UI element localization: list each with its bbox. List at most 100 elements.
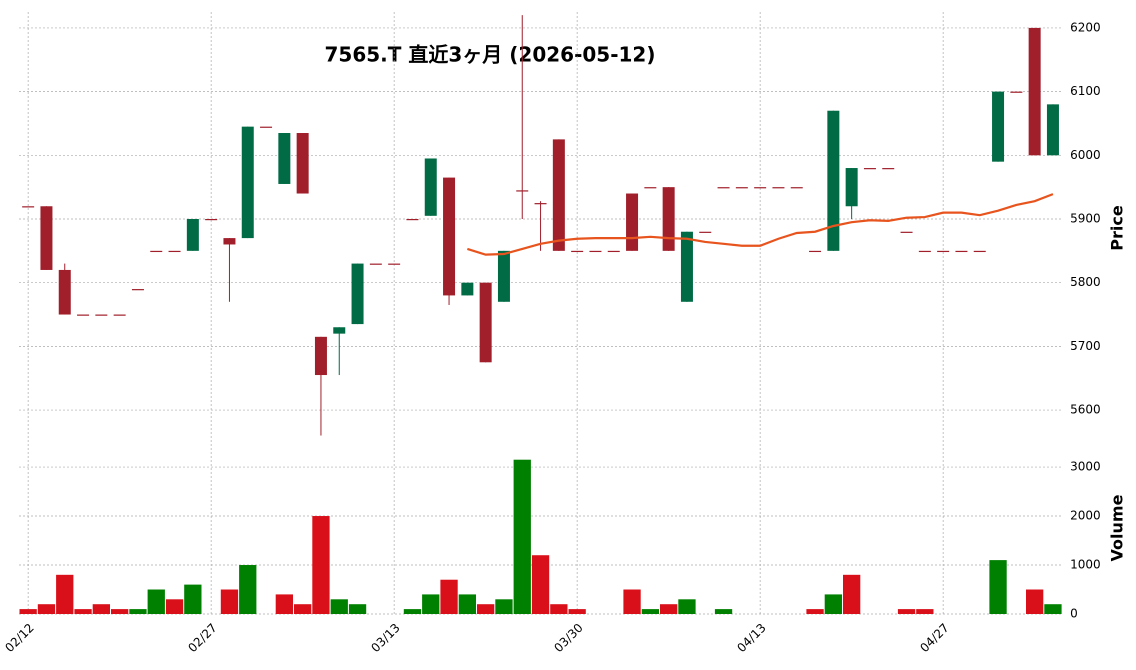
candle-body <box>186 218 199 251</box>
volume-bar <box>147 589 165 614</box>
volume-bar <box>184 584 202 614</box>
volume-bar <box>678 599 696 614</box>
candle-body <box>278 133 291 184</box>
volume-bar <box>294 604 312 614</box>
candle-body <box>150 250 163 253</box>
volume-bar <box>239 565 257 614</box>
candle-body <box>1028 27 1041 156</box>
candle-body <box>552 139 565 251</box>
candle-body <box>113 314 126 316</box>
candle-body <box>497 250 510 302</box>
chart-title: 7565.T 直近3ヶ月 (2026-05-12) <box>325 43 656 67</box>
volume-bar <box>843 574 861 614</box>
candle-body <box>918 250 931 253</box>
candle-body <box>644 187 657 189</box>
x-tick-label: 02/12 <box>2 621 36 655</box>
volume-bar <box>916 609 934 614</box>
volume-bar <box>275 594 293 614</box>
y-tick-label: 1000 <box>1070 558 1101 572</box>
volume-bar <box>714 609 733 614</box>
candle-body <box>168 250 181 253</box>
y-tick-label: 6200 <box>1070 20 1101 34</box>
volume-bar <box>19 609 37 614</box>
candle-body <box>131 289 144 291</box>
candle-body <box>992 91 1005 162</box>
volume-bar <box>312 516 330 614</box>
volume-bar <box>458 594 476 614</box>
volume-bar <box>897 609 916 614</box>
volume-bar <box>165 599 184 614</box>
volume-bar <box>513 459 531 614</box>
candle-body <box>223 238 236 245</box>
candle-body <box>58 269 71 315</box>
volume-bar <box>403 609 422 614</box>
candle-body <box>369 263 382 265</box>
volume-bar <box>220 589 239 614</box>
volume-bar <box>37 604 56 614</box>
volume-bar <box>550 604 568 614</box>
candle-body <box>424 158 437 216</box>
candle-body <box>314 336 327 376</box>
y-tick-label: 5900 <box>1070 211 1101 225</box>
y-tick-label: 5600 <box>1070 403 1101 417</box>
candle-body <box>77 314 90 316</box>
volume-bar <box>330 599 348 614</box>
volume-bar <box>623 589 641 614</box>
volume-bar <box>1026 589 1044 614</box>
volume-bar <box>531 555 550 614</box>
volume-bar <box>92 604 110 614</box>
candle-body <box>827 110 840 251</box>
candle-body <box>973 250 986 253</box>
x-tick-label: 04/13 <box>734 621 768 655</box>
candle-body <box>626 193 639 251</box>
candle-body <box>717 187 730 189</box>
candle-body <box>296 133 309 194</box>
candle-body <box>809 250 822 253</box>
volume-bar <box>477 604 495 614</box>
volume-bar <box>74 609 92 614</box>
y-tick-label: 0 <box>1070 607 1078 621</box>
candle-body <box>22 206 35 208</box>
volume-bar <box>806 609 824 614</box>
volume-bar <box>989 560 1007 614</box>
volume-bar <box>1044 604 1062 614</box>
candle-body <box>241 126 254 239</box>
candle-body <box>95 314 108 316</box>
y-axis-label: Price <box>1108 205 1127 251</box>
x-tick-label: 03/13 <box>368 621 402 655</box>
candle-body <box>735 187 748 189</box>
candle-body <box>754 187 767 189</box>
candle-body <box>845 168 858 207</box>
y-tick-label: 6000 <box>1070 148 1101 162</box>
candle-body <box>534 203 547 205</box>
candle-body <box>40 206 53 270</box>
candle-body <box>260 126 273 128</box>
candle-body <box>900 231 913 233</box>
candle-body <box>443 177 456 296</box>
volume-bar <box>495 599 513 614</box>
y-tick-label: 6100 <box>1070 84 1101 98</box>
volume-bar <box>348 604 367 614</box>
candle-body <box>607 250 620 253</box>
volume-bar <box>660 604 678 614</box>
candle-body <box>790 187 803 189</box>
y-tick-label: 5700 <box>1070 339 1101 353</box>
candle-body <box>1010 91 1023 93</box>
candle-body <box>571 250 584 253</box>
volume-bar <box>440 579 458 614</box>
volume-bar <box>641 609 659 614</box>
y-axis-label: Volume <box>1108 494 1127 561</box>
x-tick-label: 02/27 <box>185 621 219 655</box>
candle-body <box>333 327 346 334</box>
candle-body <box>882 168 895 170</box>
volume-bar <box>824 594 842 614</box>
volume-bar <box>56 574 74 614</box>
candle-body <box>863 168 876 170</box>
candle-body <box>1046 104 1059 156</box>
volume-bar <box>568 609 586 614</box>
candle-body <box>406 218 419 221</box>
volume-bar <box>422 594 440 614</box>
candle-body <box>516 190 529 192</box>
candle-body <box>479 282 492 363</box>
